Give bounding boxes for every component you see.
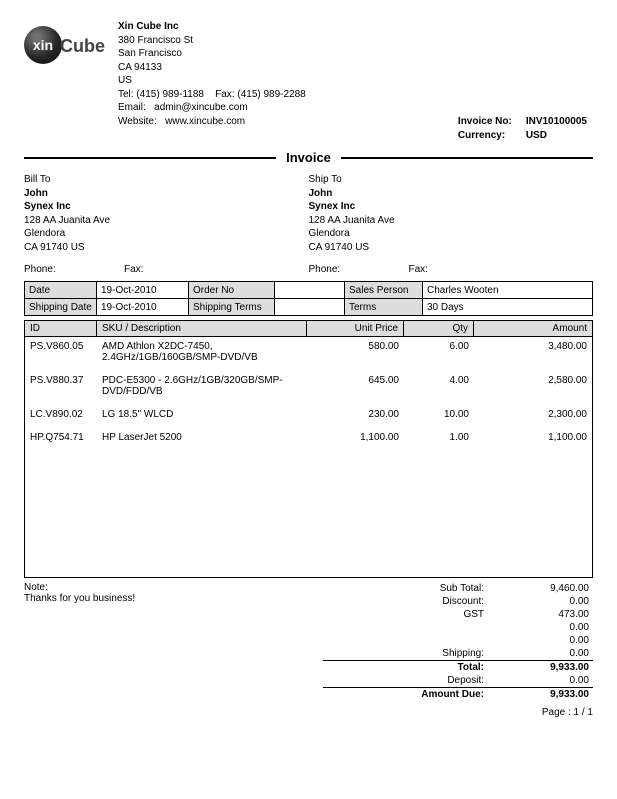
phone-row: Phone: Fax: Phone: Fax: — [24, 264, 593, 275]
note-text: Thanks for you business! — [24, 593, 323, 604]
page-number: Page : 1 / 1 — [24, 707, 593, 718]
item-amount: 2,300.00 — [474, 409, 592, 420]
company-addr1: 380 Francisco St — [118, 34, 306, 48]
bill-to: Bill To John Synex Inc 128 AA Juanita Av… — [24, 173, 309, 254]
title-row: Invoice — [24, 150, 593, 165]
item-price: 1,100.00 — [307, 432, 404, 443]
date-label: Date — [25, 282, 97, 299]
addresses: Bill To John Synex Inc 128 AA Juanita Av… — [24, 173, 593, 254]
terms-label: Terms — [345, 299, 423, 316]
col-price: Unit Price — [307, 321, 404, 336]
item-amount: 1,100.00 — [474, 432, 592, 443]
company-web: Website: www.xincube.com — [118, 115, 306, 129]
item-id: LC.V890.02 — [25, 409, 97, 420]
item-row: PS.V880.37PDC-E5300 - 2.6GHz/1GB/320GB/S… — [25, 371, 592, 405]
salesperson-label: Sales Person — [345, 282, 423, 299]
item-row: HP.Q754.71HP LaserJet 52001,100.001.001,… — [25, 428, 592, 451]
rule-right — [341, 157, 593, 159]
company-email: Email: admin@xincube.com — [118, 101, 306, 115]
item-row: LC.V890.02LG 18.5" WLCD230.0010.002,300.… — [25, 405, 592, 428]
terms-value: 30 Days — [423, 299, 593, 316]
bill-phone: Phone: Fax: — [24, 264, 309, 275]
company-zip: CA 94133 — [118, 61, 306, 75]
header: xin Cube Xin Cube Inc 380 Francisco St S… — [24, 20, 593, 128]
item-qty: 4.00 — [404, 375, 474, 397]
item-amount: 3,480.00 — [474, 341, 592, 363]
logo-oval-icon: xin — [24, 26, 62, 64]
footer: Note: Thanks for you business! Sub Total… — [24, 582, 593, 701]
item-desc: AMD Athlon X2DC-7450, 2.4GHz/1GB/160GB/S… — [97, 341, 307, 363]
shipdate-label: Shipping Date — [25, 299, 97, 316]
doc-title: Invoice — [276, 150, 341, 165]
logo-xin-text: xin — [33, 37, 53, 53]
totals: Sub Total:9,460.00 Discount:0.00 GST473.… — [323, 582, 593, 701]
shipterms-value — [275, 299, 345, 316]
logo-cube-text: Cube — [60, 36, 105, 57]
order-value — [275, 282, 345, 299]
item-id: HP.Q754.71 — [25, 432, 97, 443]
items-header: ID SKU / Description Unit Price Qty Amou… — [25, 321, 592, 337]
item-desc: PDC-E5300 - 2.6GHz/1GB/320GB/SMP-DVD/FDD… — [97, 375, 307, 397]
item-desc: LG 18.5" WLCD — [97, 409, 307, 420]
item-qty: 10.00 — [404, 409, 474, 420]
salesperson-value: Charles Wooten — [423, 282, 593, 299]
item-desc: HP LaserJet 5200 — [97, 432, 307, 443]
rule-left — [24, 157, 276, 159]
logo: xin Cube — [24, 24, 106, 66]
item-id: PS.V860.05 — [25, 341, 97, 363]
ship-phone: Phone: Fax: — [309, 264, 594, 275]
company-telfax: Tel: (415) 989-1188 Fax: (415) 989-2288 — [118, 88, 306, 102]
item-amount: 2,580.00 — [474, 375, 592, 397]
shipterms-label: Shipping Terms — [189, 299, 275, 316]
col-qty: Qty — [404, 321, 474, 336]
item-price: 230.00 — [307, 409, 404, 420]
ship-to: Ship To John Synex Inc 128 AA Juanita Av… — [309, 173, 594, 254]
col-amount: Amount — [474, 321, 592, 336]
company-name: Xin Cube Inc — [118, 20, 306, 34]
detail-table: Date 19-Oct-2010 Order No Sales Person C… — [24, 281, 593, 316]
col-id: ID — [25, 321, 97, 336]
items-body: PS.V860.05AMD Athlon X2DC-7450, 2.4GHz/1… — [25, 337, 592, 577]
note: Note: Thanks for you business! — [24, 582, 323, 701]
company-city: San Francisco — [118, 47, 306, 61]
shipdate-value: 19-Oct-2010 — [97, 299, 189, 316]
company-info: Xin Cube Inc 380 Francisco St San Franci… — [118, 20, 306, 128]
item-price: 645.00 — [307, 375, 404, 397]
col-desc: SKU / Description — [97, 321, 307, 336]
meta-box: Invoice No: INV10100005 Currency: USD — [456, 114, 593, 144]
items-table: ID SKU / Description Unit Price Qty Amou… — [24, 320, 593, 578]
order-label: Order No — [189, 282, 275, 299]
company-country: US — [118, 74, 306, 88]
item-qty: 6.00 — [404, 341, 474, 363]
item-row: PS.V860.05AMD Athlon X2DC-7450, 2.4GHz/1… — [25, 337, 592, 371]
item-id: PS.V880.37 — [25, 375, 97, 397]
note-label: Note: — [24, 582, 323, 593]
invoice-no-label: Invoice No: — [458, 116, 516, 128]
invoice-no: INV10100005 — [518, 116, 591, 128]
currency-label: Currency: — [458, 130, 516, 142]
item-price: 580.00 — [307, 341, 404, 363]
item-qty: 1.00 — [404, 432, 474, 443]
date-value: 19-Oct-2010 — [97, 282, 189, 299]
currency: USD — [518, 130, 591, 142]
